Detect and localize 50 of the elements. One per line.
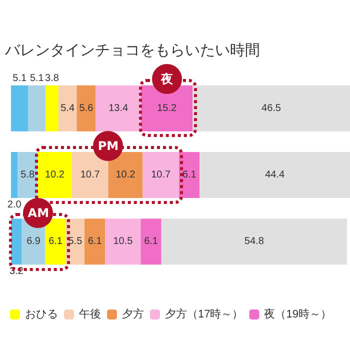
legend-label: 夜（19時～） <box>264 308 332 320</box>
legend-label: 午後 <box>79 308 101 320</box>
bar <box>96 85 142 132</box>
data-label: 6.1 <box>88 236 102 248</box>
bar <box>108 152 143 198</box>
data-label: 5.1 <box>30 72 44 84</box>
bar <box>200 152 350 198</box>
bar <box>84 218 106 265</box>
bar <box>192 85 350 132</box>
data-label: 6.9 <box>26 236 41 248</box>
bar <box>11 85 28 132</box>
bar <box>105 218 141 265</box>
data-label: 10.7 <box>151 170 172 180</box>
bar <box>161 218 347 265</box>
bar <box>37 152 72 198</box>
bar <box>45 218 66 265</box>
bar <box>140 218 162 265</box>
bar <box>72 152 108 198</box>
data-label: 5.6 <box>79 102 94 114</box>
data-label: 6.1 <box>182 170 197 180</box>
data-label: 6.1 <box>144 236 158 248</box>
data-label: 5.8 <box>20 170 35 180</box>
legend-label: 夕方 <box>122 308 144 320</box>
data-label: 10.2 <box>44 170 65 180</box>
data-label: 13.4 <box>108 102 129 114</box>
annotation: 夜 <box>152 64 182 94</box>
bar <box>11 218 22 265</box>
data-label: 10.2 <box>116 170 136 180</box>
data-label: 3.8 <box>45 72 60 84</box>
annotation: PM <box>93 131 124 161</box>
data-label: 44.4 <box>265 170 285 180</box>
data-label: 15.2 <box>157 102 177 114</box>
bar <box>142 152 179 198</box>
bar <box>58 85 77 132</box>
bar <box>11 152 18 198</box>
chart-title: バレンタインチョコをもらいたい時間 <box>4 42 260 59</box>
data-label: 6.1 <box>48 236 63 248</box>
legend-label: 夕方（17時～） <box>165 308 244 320</box>
data-label: 10.7 <box>80 170 100 180</box>
bar <box>46 85 58 132</box>
data-label: 5.1 <box>12 72 28 84</box>
bar <box>28 85 46 132</box>
bar <box>76 85 96 132</box>
data-label: 10.5 <box>113 236 134 248</box>
annotation: AM <box>23 198 54 228</box>
data-label: 2.0 <box>7 200 22 210</box>
data-label: 54.8 <box>244 236 264 248</box>
data-label: 46.5 <box>262 102 282 114</box>
legend-label: おひる <box>25 308 58 320</box>
data-label: 5.4 <box>60 102 75 114</box>
